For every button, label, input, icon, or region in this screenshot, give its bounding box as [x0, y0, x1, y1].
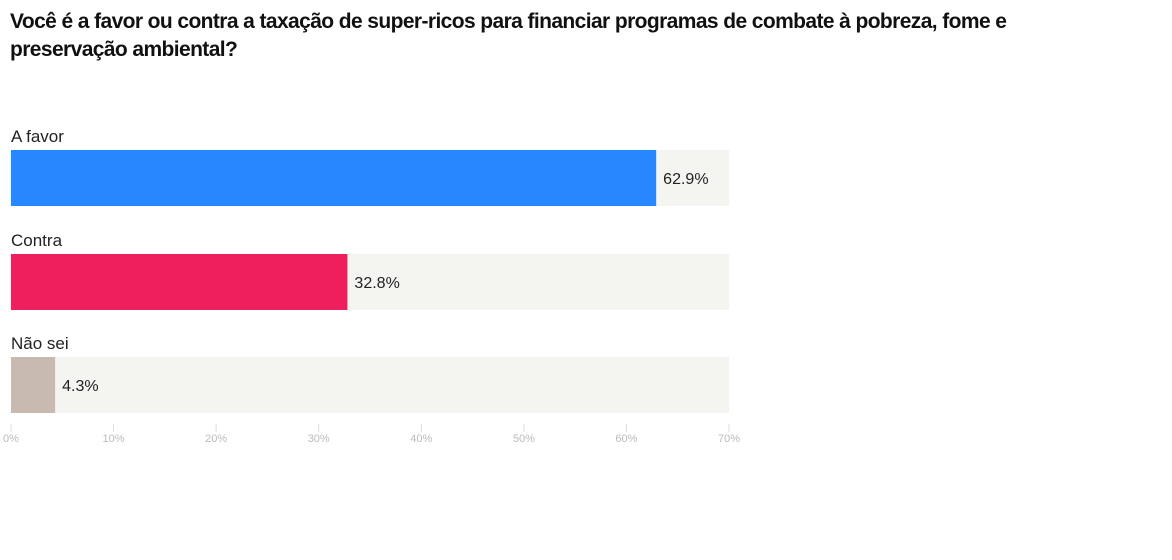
bar-1: [11, 254, 348, 310]
x-tick-label: 0%: [3, 433, 19, 445]
x-tick-label: 20%: [205, 433, 227, 445]
x-tick-label: 60%: [615, 433, 637, 445]
category-label: Contra: [11, 231, 63, 250]
bar-2: [11, 357, 56, 413]
bar-0: [11, 150, 657, 206]
bar-track: [11, 357, 729, 413]
value-label: 4.3%: [62, 378, 98, 395]
category-label: A favor: [11, 127, 64, 146]
value-label: 62.9%: [663, 171, 708, 188]
x-tick-label: 30%: [308, 433, 330, 445]
chart-title: Você é a favor ou contra a taxação de su…: [10, 10, 1007, 61]
value-label: 32.8%: [354, 275, 399, 292]
x-tick-label: 10%: [103, 433, 125, 445]
x-tick-label: 50%: [513, 433, 535, 445]
x-tick-label: 40%: [410, 433, 432, 445]
x-tick-label: 70%: [718, 433, 740, 445]
category-label: Não sei: [11, 334, 69, 353]
